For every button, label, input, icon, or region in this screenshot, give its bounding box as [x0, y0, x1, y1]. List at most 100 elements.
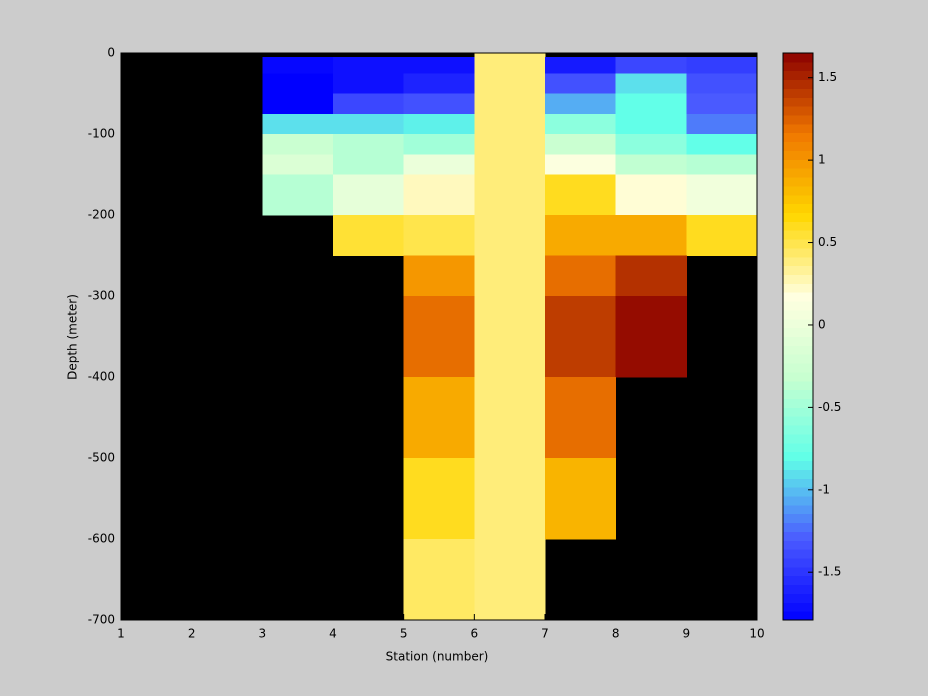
x-tick-label: 3 — [259, 627, 267, 641]
colorbar-step — [783, 115, 813, 125]
heatmap-cell — [474, 73, 546, 94]
heatmap-cell — [615, 113, 687, 135]
heatmap-cell — [403, 134, 475, 155]
heatmap-cell — [686, 113, 758, 135]
colorbar-step — [783, 469, 813, 479]
colorbar-step — [783, 495, 813, 506]
colorbar-step — [783, 389, 813, 400]
heatmap-cell — [615, 174, 687, 216]
y-tick-label: -500 — [88, 451, 115, 465]
colorbar-step — [783, 61, 813, 72]
colorbar-step — [783, 549, 813, 559]
colorbar-step — [783, 513, 813, 524]
colorbar-step — [783, 504, 813, 515]
heatmap-cell — [686, 93, 758, 115]
y-tick-label: -700 — [88, 613, 115, 627]
colorbar-step — [783, 88, 813, 98]
heatmap-cell — [545, 458, 617, 540]
heatmap-cell — [474, 53, 546, 58]
colorbar-step — [783, 97, 813, 107]
heatmap-cell — [545, 174, 617, 216]
colorbar-step — [783, 106, 813, 116]
colorbar-step — [783, 292, 813, 302]
plot-frame — [120, 52, 758, 621]
x-tick-label: 9 — [683, 627, 691, 641]
heatmap-cell — [403, 113, 475, 135]
heatmap-cell — [474, 255, 546, 297]
colorbar-step — [783, 478, 813, 488]
heatmap-cell — [403, 57, 475, 74]
colorbar-step — [783, 531, 813, 541]
heatmap-cell — [262, 73, 334, 94]
heatmap-cell — [333, 134, 405, 155]
heatmap-cell — [333, 174, 405, 216]
colorbar-step — [783, 327, 813, 337]
colorbar-tick-label: 1.5 — [818, 70, 837, 84]
heatmap-cell — [615, 154, 687, 175]
colorbar-step — [783, 274, 813, 284]
x-axis-label: Station (number) — [386, 650, 489, 664]
colorbar-step — [783, 212, 813, 222]
colorbar-step — [783, 354, 813, 364]
heatmap-cell — [615, 215, 687, 256]
x-tick-label: 10 — [749, 627, 764, 641]
heatmap-cell — [262, 113, 334, 135]
heatmap-cell — [545, 113, 617, 135]
heatmap-cell — [686, 134, 758, 155]
colorbar-step — [783, 345, 813, 355]
colorbar-step — [783, 239, 813, 249]
x-tick-label: 6 — [471, 627, 479, 641]
heatmap-cell — [403, 174, 475, 216]
heatmap-cell — [262, 174, 334, 216]
colorbar-tick-label: -1 — [818, 482, 830, 496]
heatmap-cell — [615, 255, 687, 297]
y-tick-label: -100 — [88, 127, 115, 141]
heatmap-cell — [262, 57, 334, 74]
heatmap-cell — [474, 174, 546, 216]
heatmap-cell — [615, 296, 687, 378]
colorbar-step — [783, 540, 813, 550]
heatmap-cell — [262, 93, 334, 115]
heatmap-cell — [333, 93, 405, 115]
heatmap-cell — [403, 377, 475, 459]
heatmap-cell — [403, 215, 475, 256]
y-tick-label: -600 — [88, 532, 115, 546]
heatmap-cell — [403, 154, 475, 175]
heatmap-cell — [333, 215, 405, 256]
heatmap-cell — [474, 113, 546, 135]
colorbar-frame — [782, 52, 814, 621]
colorbar-step — [783, 159, 813, 169]
colorbar-step — [783, 363, 813, 373]
colorbar-step — [783, 522, 813, 532]
colorbar-step — [783, 123, 813, 134]
colorbar-step — [783, 602, 813, 612]
heatmap-cell — [333, 57, 405, 74]
colorbar-step — [783, 557, 813, 568]
x-tick-label: 7 — [541, 627, 549, 641]
x-tick-label: 1 — [117, 627, 125, 641]
heatmap-cell — [474, 57, 546, 74]
heatmap-cell — [686, 154, 758, 175]
colorbar-step — [783, 132, 813, 143]
colorbar-step — [783, 177, 813, 187]
colorbar-step — [783, 318, 813, 329]
heatmap-cell — [474, 296, 546, 378]
colorbar-tick-label: -0.5 — [818, 400, 841, 414]
x-tick-label: 8 — [612, 627, 620, 641]
heatmap-cell — [545, 377, 617, 459]
heatmap-cell — [474, 458, 546, 540]
colorbar-step — [783, 416, 813, 426]
heatmap-cell — [545, 73, 617, 94]
heatmap-cell — [403, 93, 475, 115]
colorbar-step — [783, 53, 813, 63]
colorbar-tick-label: -1.5 — [818, 565, 841, 579]
colorbar-step — [783, 433, 813, 444]
colorbar-step — [783, 487, 813, 497]
colorbar-step — [783, 407, 813, 417]
heatmap-cell — [545, 215, 617, 256]
heatmap-cell — [262, 134, 334, 155]
colorbar-step — [783, 194, 813, 205]
heatmap-cell — [615, 73, 687, 94]
y-axis-label: Depth (meter) — [66, 294, 80, 380]
colorbar-step — [783, 460, 813, 470]
